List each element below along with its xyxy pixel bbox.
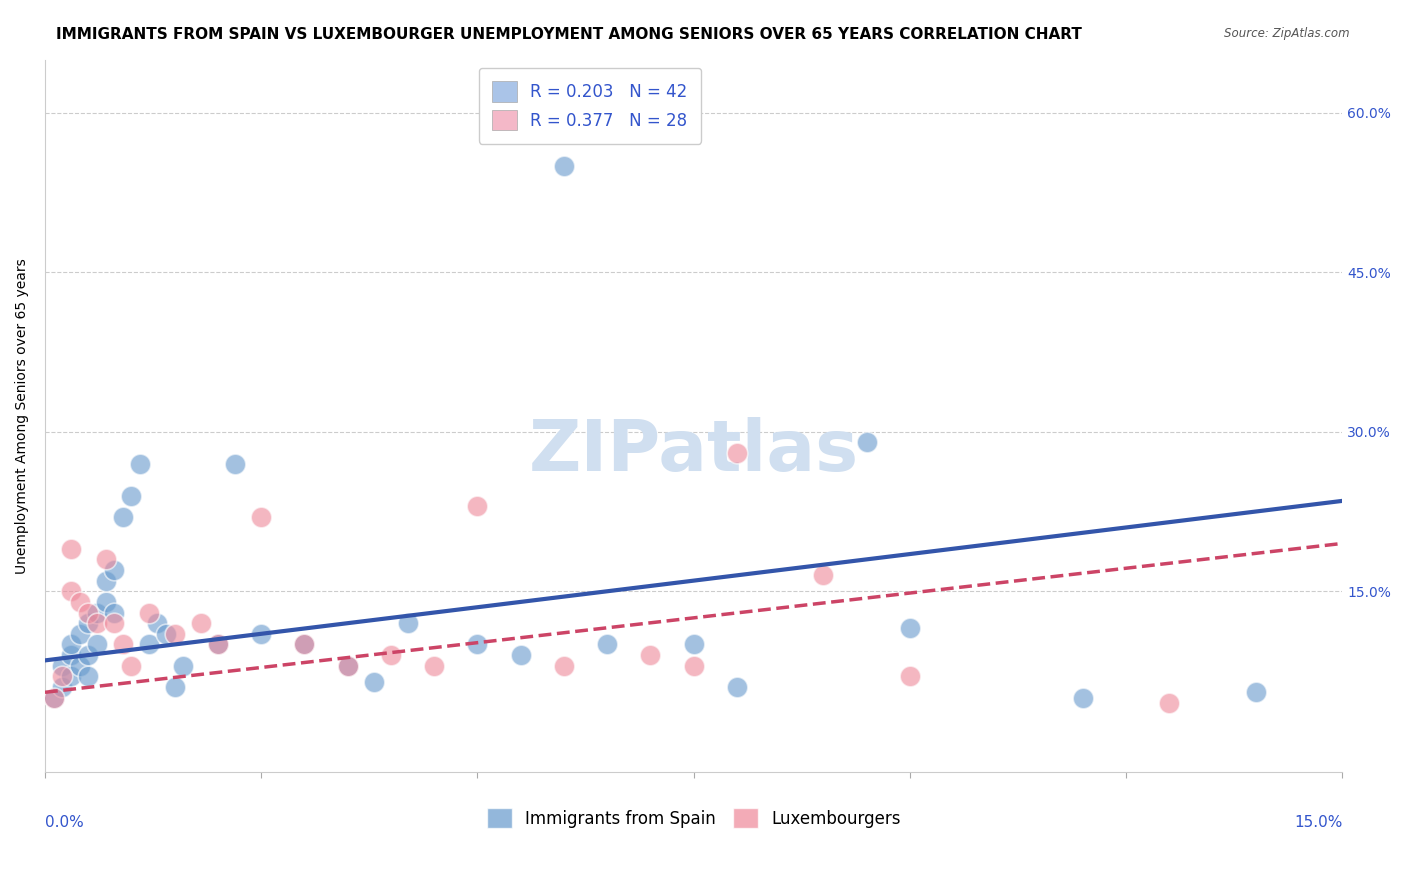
Point <box>51 658 73 673</box>
Point <box>103 563 125 577</box>
Text: ZIPatlas: ZIPatlas <box>529 417 859 486</box>
Text: IMMIGRANTS FROM SPAIN VS LUXEMBOURGER UNEMPLOYMENT AMONG SENIORS OVER 65 YEARS C: IMMIGRANTS FROM SPAIN VS LUXEMBOURGER UN… <box>56 27 1083 42</box>
Point <box>423 658 446 673</box>
Point <box>103 606 125 620</box>
Point <box>163 680 186 694</box>
Point <box>190 616 212 631</box>
Point <box>103 616 125 631</box>
Point <box>163 627 186 641</box>
Point <box>42 690 65 705</box>
Point <box>363 674 385 689</box>
Point <box>77 606 100 620</box>
Point <box>250 509 273 524</box>
Point <box>42 690 65 705</box>
Point <box>250 627 273 641</box>
Point <box>59 584 82 599</box>
Point <box>77 616 100 631</box>
Point <box>467 500 489 514</box>
Point <box>59 669 82 683</box>
Point <box>336 658 359 673</box>
Point <box>69 658 91 673</box>
Point <box>898 669 921 683</box>
Point <box>51 680 73 694</box>
Text: 15.0%: 15.0% <box>1294 814 1343 830</box>
Point <box>172 658 194 673</box>
Point <box>553 658 575 673</box>
Point <box>294 637 316 651</box>
Point <box>1071 690 1094 705</box>
Point <box>77 669 100 683</box>
Point <box>77 648 100 662</box>
Point <box>69 595 91 609</box>
Point <box>553 159 575 173</box>
Point <box>380 648 402 662</box>
Text: Source: ZipAtlas.com: Source: ZipAtlas.com <box>1225 27 1350 40</box>
Point <box>1244 685 1267 699</box>
Point <box>111 637 134 651</box>
Point <box>120 658 142 673</box>
Point <box>59 541 82 556</box>
Point <box>69 627 91 641</box>
Y-axis label: Unemployment Among Seniors over 65 years: Unemployment Among Seniors over 65 years <box>15 258 30 574</box>
Point <box>898 622 921 636</box>
Point <box>86 606 108 620</box>
Point <box>146 616 169 631</box>
Point <box>813 568 835 582</box>
Point <box>94 595 117 609</box>
Point <box>336 658 359 673</box>
Point <box>94 552 117 566</box>
Point <box>509 648 531 662</box>
Point <box>51 669 73 683</box>
Point <box>725 680 748 694</box>
Point <box>59 648 82 662</box>
Point <box>682 658 704 673</box>
Point <box>86 637 108 651</box>
Point <box>138 637 160 651</box>
Point <box>467 637 489 651</box>
Legend: Immigrants from Spain, Luxembourgers: Immigrants from Spain, Luxembourgers <box>481 801 907 835</box>
Point <box>640 648 662 662</box>
Point <box>725 446 748 460</box>
Point <box>294 637 316 651</box>
Point <box>120 489 142 503</box>
Text: 0.0%: 0.0% <box>45 814 84 830</box>
Point <box>224 457 246 471</box>
Point <box>396 616 419 631</box>
Point <box>138 606 160 620</box>
Point <box>1159 696 1181 710</box>
Point <box>94 574 117 588</box>
Point <box>155 627 177 641</box>
Point <box>59 637 82 651</box>
Point <box>596 637 619 651</box>
Point <box>682 637 704 651</box>
Point <box>855 435 877 450</box>
Point <box>129 457 152 471</box>
Point <box>86 616 108 631</box>
Point <box>111 509 134 524</box>
Point <box>207 637 229 651</box>
Point <box>207 637 229 651</box>
